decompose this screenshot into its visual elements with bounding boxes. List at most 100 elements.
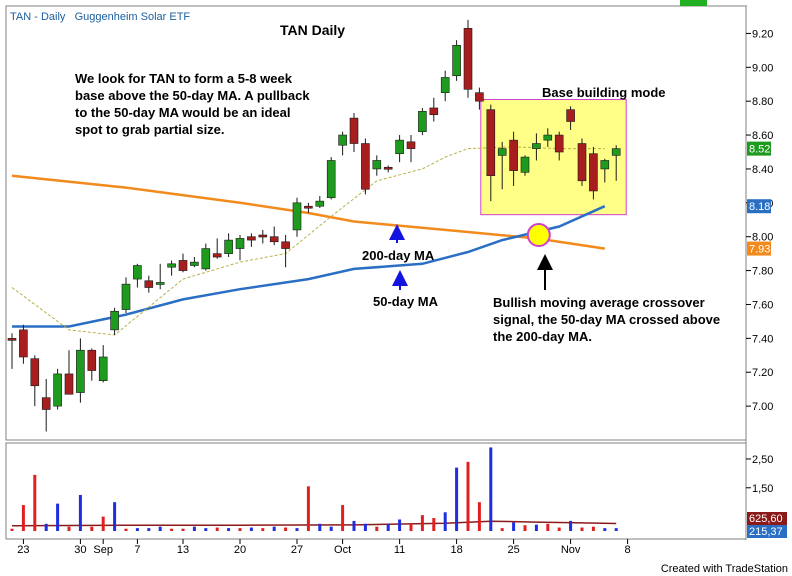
price-flag-label: 8.52 xyxy=(749,144,770,156)
price-tick-label: 7.40 xyxy=(752,333,773,345)
price-flag-label: 7.93 xyxy=(749,244,770,256)
candle-body xyxy=(600,160,610,170)
candle-body xyxy=(611,148,621,156)
date-tick-label: Oct xyxy=(334,544,351,556)
volume-bar xyxy=(204,528,208,531)
price-flag xyxy=(747,141,771,156)
date-tick-label: 27 xyxy=(291,544,303,556)
candle-body xyxy=(475,92,484,102)
candle-body xyxy=(326,160,336,199)
volume-bar xyxy=(33,474,37,531)
candle-body xyxy=(543,134,553,141)
candle-body xyxy=(315,200,325,207)
volume-bar xyxy=(101,516,105,531)
candle-body xyxy=(19,329,28,358)
candle-body xyxy=(372,160,382,170)
plan-line: spot to grab partial size. xyxy=(75,122,225,137)
date-ticks: 23 30 Sep 7 13 20 27 Oct 11 18 25 Nov 8 xyxy=(17,539,631,556)
volume-bar xyxy=(523,525,527,531)
candle-body xyxy=(406,141,416,149)
crossover-line: the 200-day MA. xyxy=(493,329,592,344)
series-line xyxy=(11,146,605,336)
volume-bar xyxy=(44,523,48,531)
crossover-line: signal, the 50-day MA crossed above xyxy=(493,312,721,327)
candle-body xyxy=(7,338,17,341)
volume-bar xyxy=(386,523,390,531)
date-tick-label: Sep xyxy=(93,544,113,556)
price-tick-label: 9.00 xyxy=(752,62,773,74)
date-tick-label: 7 xyxy=(134,544,140,556)
candle-body xyxy=(201,248,211,270)
price-tick-label: 7.00 xyxy=(752,401,773,413)
volume-flag xyxy=(747,525,787,538)
volume-bar xyxy=(284,527,288,531)
volume-bar xyxy=(375,526,379,531)
candle-body xyxy=(98,356,108,382)
candle-body xyxy=(509,139,518,171)
volume-bar xyxy=(603,528,607,531)
price-flag xyxy=(747,199,771,214)
plan-line: We look for TAN to form a 5-8 week xyxy=(75,71,292,86)
date-tick-label: 23 xyxy=(17,544,29,556)
volume-bar xyxy=(546,523,550,531)
price-tick-label: 8.00 xyxy=(752,232,773,244)
date-tick-label: 8 xyxy=(625,544,631,556)
volume-bar xyxy=(614,528,618,531)
status-indicator xyxy=(680,0,707,6)
chart-title: TAN Daily xyxy=(280,22,346,38)
volume-bar xyxy=(352,520,356,531)
volume-flag-label: 215,37 xyxy=(749,526,783,538)
volume-flag xyxy=(747,512,787,525)
date-tick-label: 20 xyxy=(234,544,246,556)
price-tick-label: 7.80 xyxy=(752,266,773,278)
candle-body xyxy=(224,239,233,254)
price-flags: 8.52 8.18 7.93 xyxy=(747,141,771,256)
volume-bar xyxy=(306,486,310,531)
price-axis-strip xyxy=(746,6,788,540)
volume-bar xyxy=(56,503,60,531)
candle-body xyxy=(121,283,131,310)
volume-bar xyxy=(398,519,402,531)
candle-body xyxy=(566,109,575,122)
chart-header: TAN - Daily Guggenheim Solar ETF xyxy=(10,11,190,23)
date-tick-label: 25 xyxy=(507,544,519,556)
volume-bar xyxy=(580,527,584,531)
price-tick-label: 8.80 xyxy=(752,96,773,108)
volume-bar xyxy=(557,527,561,531)
symbol-label: TAN - Daily xyxy=(10,11,66,23)
volume-bar xyxy=(170,528,174,531)
candle-body xyxy=(133,265,142,280)
volume-bar xyxy=(249,527,253,531)
candle-body xyxy=(178,260,188,271)
instrument-name: Guggenheim Solar ETF xyxy=(74,11,191,23)
volume-ticks: 1,50 2,50 xyxy=(746,454,773,495)
ma200-label: 200-day MA xyxy=(362,248,435,263)
date-tick-label: 11 xyxy=(394,544,405,556)
volume-bar xyxy=(591,526,595,531)
credit-text: Created with TradeStation xyxy=(660,563,788,575)
volume-bar xyxy=(181,528,185,531)
volume-bar xyxy=(78,494,82,531)
volume-bar xyxy=(90,526,94,531)
date-tick-label: 30 xyxy=(74,544,86,556)
volume-bar xyxy=(158,526,162,531)
candle-body xyxy=(554,134,564,153)
base-box-label: Base building mode xyxy=(542,85,666,100)
candle-body xyxy=(418,111,427,132)
volume-flag-label: 625,60 xyxy=(749,513,783,525)
volume-bar xyxy=(295,528,299,531)
date-tick-label: 18 xyxy=(450,544,462,556)
volume-bar xyxy=(192,526,196,531)
volume-bar xyxy=(261,528,265,531)
volume-bar xyxy=(455,467,459,531)
candle-body xyxy=(87,349,97,371)
volume-bar xyxy=(67,526,71,531)
candle-body xyxy=(361,143,370,190)
candle-body xyxy=(64,373,74,395)
candle-body xyxy=(292,202,302,231)
plan-annotation: We look for TAN to form a 5-8 week base … xyxy=(75,70,310,138)
volume-bar xyxy=(534,524,538,531)
annotation-markers xyxy=(389,223,553,290)
